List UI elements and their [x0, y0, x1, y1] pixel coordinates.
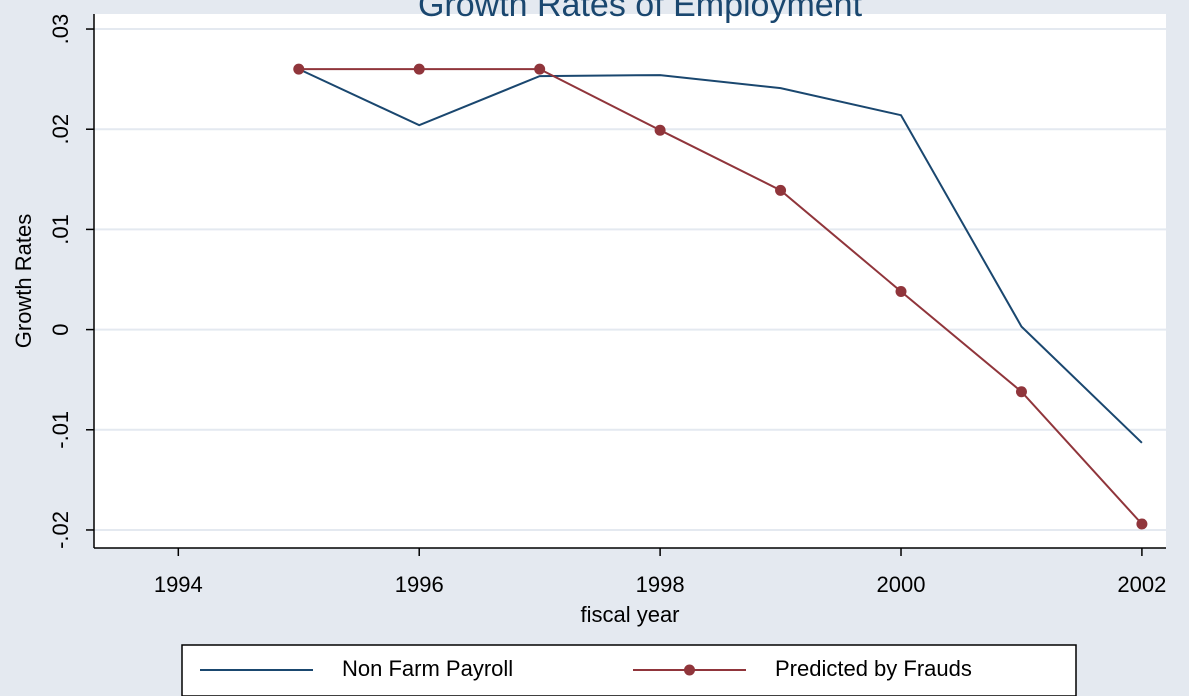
gridlines — [94, 28, 1166, 531]
data-point-predicted-by-frauds — [413, 63, 425, 75]
chart-title: Growth Rates of Employment — [418, 0, 863, 24]
y-tick-label: .01 — [48, 214, 73, 245]
x-tick-label: 2002 — [1117, 572, 1166, 597]
y-tick-label: 0 — [48, 323, 73, 335]
data-point-predicted-by-frauds — [654, 124, 666, 136]
x-tick-label: 1994 — [154, 572, 203, 597]
y-tick-label: .03 — [48, 14, 73, 45]
legend-label: Predicted by Frauds — [775, 656, 972, 681]
legend-label: Non Farm Payroll — [342, 656, 513, 681]
x-tick-label: 1996 — [395, 572, 444, 597]
y-axis-title: Growth Rates — [11, 214, 36, 349]
y-tick-label: .02 — [48, 114, 73, 145]
x-tick-label: 2000 — [877, 572, 926, 597]
data-point-predicted-by-frauds — [534, 63, 546, 75]
x-tick-label: 1998 — [636, 572, 685, 597]
legend-items: Non Farm Payroll Predicted by Frauds — [200, 656, 972, 681]
data-point-predicted-by-frauds — [1015, 386, 1027, 398]
data-point-predicted-by-frauds — [293, 63, 305, 75]
series-layer — [293, 63, 1148, 530]
series-line-predicted-by-frauds — [298, 68, 1143, 525]
legend-marker — [684, 664, 695, 676]
plot-area — [94, 14, 1166, 548]
series-line-non-farm-payroll — [298, 68, 1143, 444]
x-axis-title: fiscal year — [580, 602, 679, 627]
legend-box — [181, 644, 1077, 696]
data-point-predicted-by-frauds — [1136, 518, 1148, 530]
legend: Non Farm Payroll Predicted by Frauds — [181, 644, 1077, 696]
axes: -.02 -.01 0 .01 .02 .03 1994 1996 1998 2000 2002 — [48, 14, 1167, 597]
y-tick-label: -.02 — [48, 511, 73, 549]
data-point-predicted-by-frauds — [895, 286, 907, 298]
y-tick-label: -.01 — [48, 411, 73, 449]
data-point-predicted-by-frauds — [775, 184, 787, 196]
